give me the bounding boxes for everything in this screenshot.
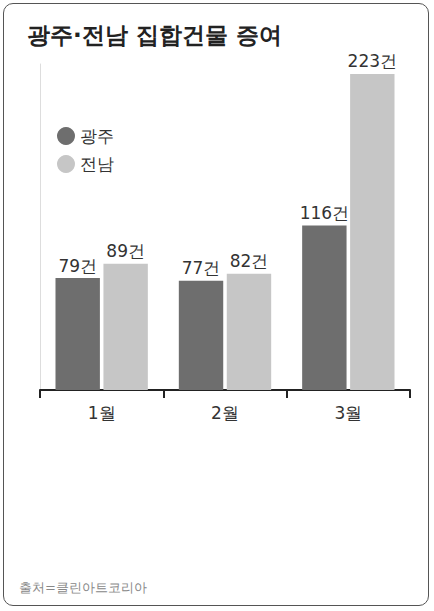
svg-text:3월: 3월 xyxy=(334,403,362,423)
svg-text:출처=클린아트코리아: 출처=클린아트코리아 xyxy=(19,580,147,595)
svg-text:전남: 전남 xyxy=(80,154,114,174)
svg-text:79건: 79건 xyxy=(58,256,97,276)
svg-text:광주: 광주 xyxy=(80,126,114,146)
svg-text:82건: 82건 xyxy=(230,251,269,271)
svg-text:116건: 116건 xyxy=(300,203,349,223)
svg-text:223건: 223건 xyxy=(348,51,397,71)
svg-text:89건: 89건 xyxy=(106,241,145,261)
svg-text:77건: 77건 xyxy=(182,258,221,278)
svg-text:1월: 1월 xyxy=(88,403,116,423)
svg-text:광주·전남 집합건물 증여: 광주·전남 집합건물 증여 xyxy=(27,22,282,48)
svg-text:2월: 2월 xyxy=(211,403,239,423)
